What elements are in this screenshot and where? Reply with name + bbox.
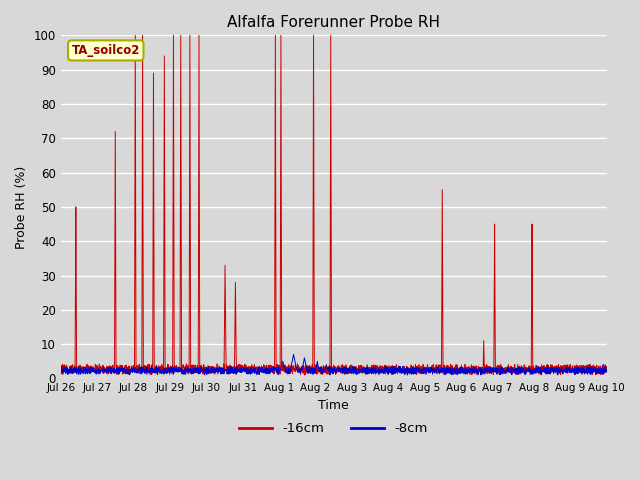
- Y-axis label: Probe RH (%): Probe RH (%): [15, 165, 28, 249]
- Legend: -16cm, -8cm: -16cm, -8cm: [234, 417, 433, 441]
- Title: Alfalfa Forerunner Probe RH: Alfalfa Forerunner Probe RH: [227, 15, 440, 30]
- X-axis label: Time: Time: [318, 399, 349, 412]
- Text: TA_soilco2: TA_soilco2: [72, 44, 140, 57]
